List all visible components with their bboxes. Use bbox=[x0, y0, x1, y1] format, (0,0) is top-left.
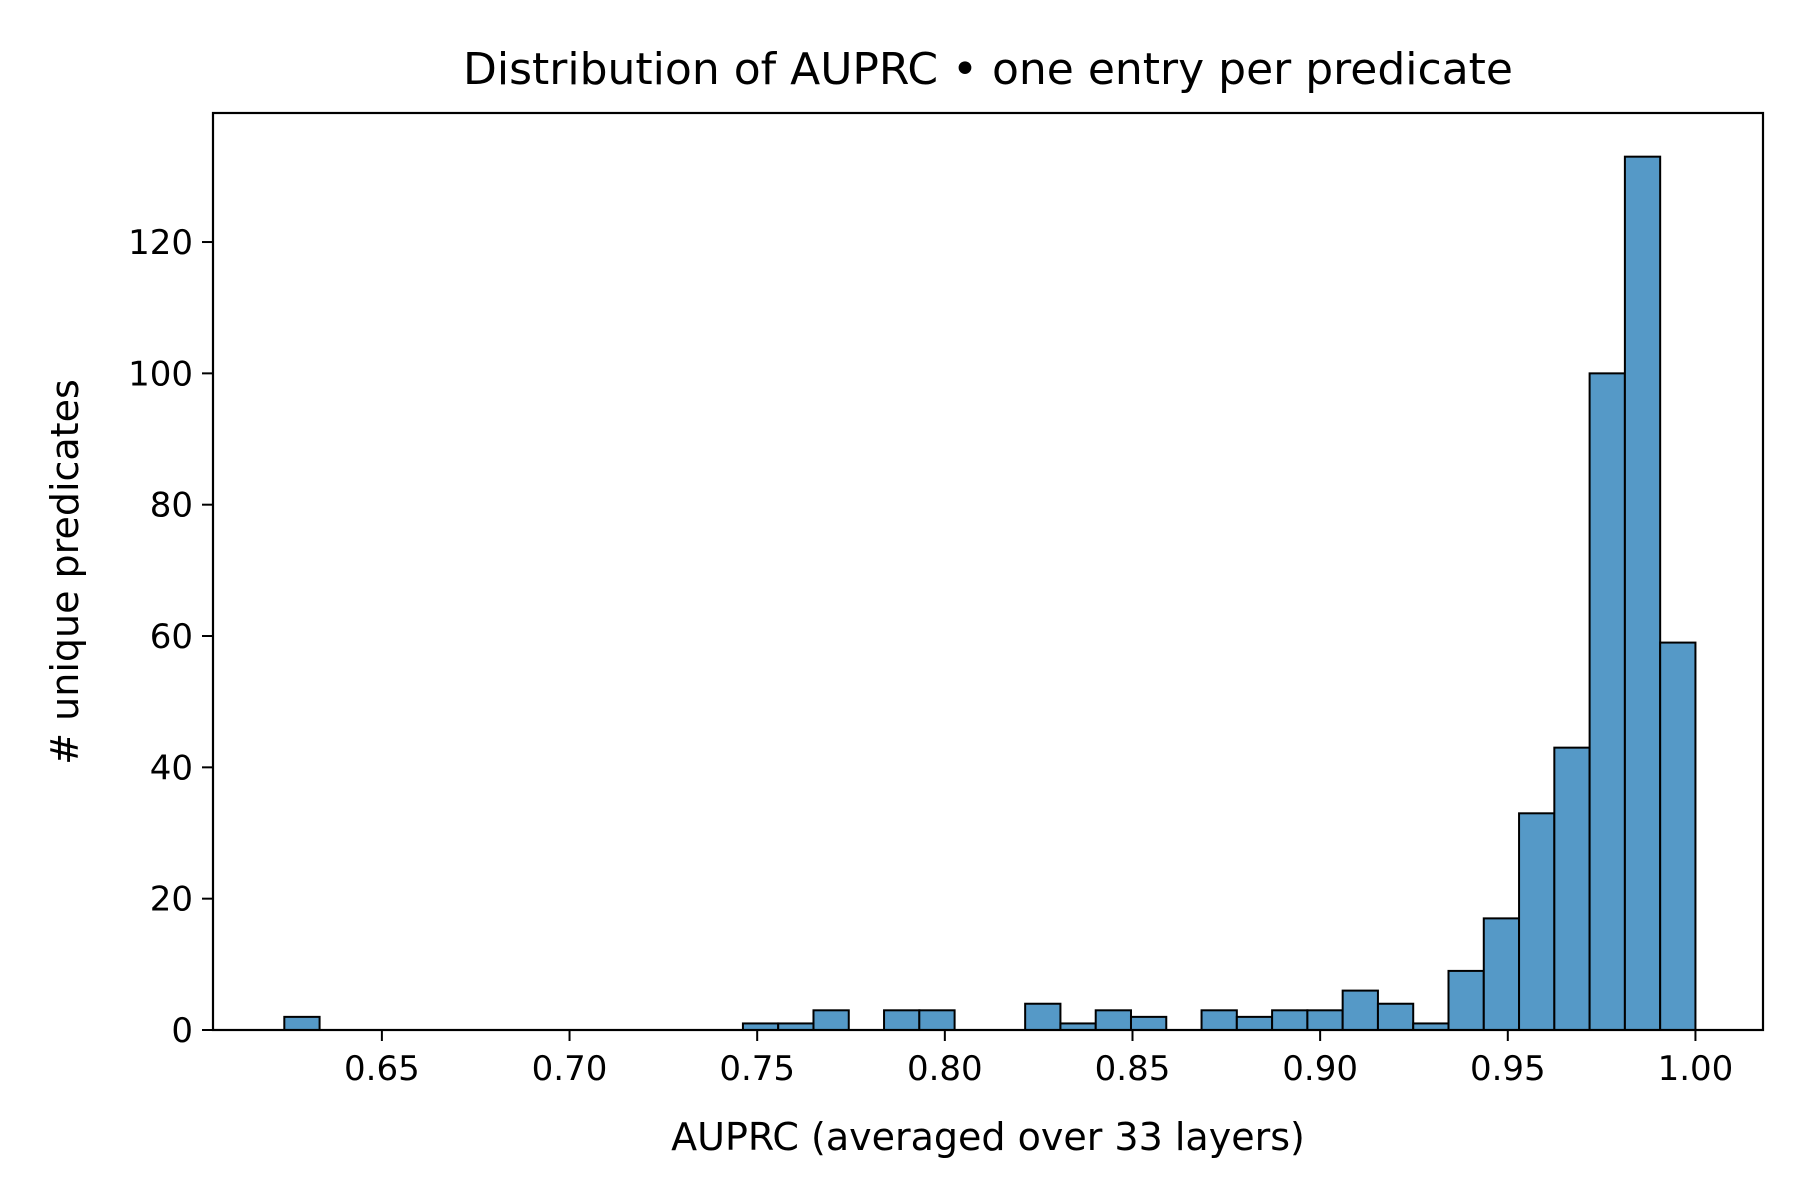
x-tick-label: 0.95 bbox=[1470, 1049, 1546, 1089]
y-tick-label: 100 bbox=[128, 354, 193, 394]
y-tick-label: 0 bbox=[171, 1011, 193, 1051]
x-tick-label: 0.65 bbox=[344, 1049, 420, 1089]
histogram-bar bbox=[1341, 989, 1379, 1031]
x-axis-ticks: 0.65 0.70 0.75 0.80 0.85 0.90 0.95 1.00 bbox=[344, 1030, 1733, 1089]
histogram-bar bbox=[1271, 1009, 1309, 1032]
y-axis-ticks: 0 20 40 60 80 100 120 bbox=[128, 223, 213, 1051]
histogram-bar bbox=[1200, 1009, 1238, 1032]
histogram-bar bbox=[1376, 1002, 1415, 1031]
y-tick-label: 80 bbox=[150, 486, 193, 526]
histogram-bar bbox=[1518, 812, 1556, 1032]
histogram-bar bbox=[1623, 155, 1662, 1031]
histogram-bar bbox=[1659, 641, 1697, 1032]
histogram-bar bbox=[812, 1009, 850, 1032]
x-axis-label: AUPRC (averaged over 33 layers) bbox=[671, 1115, 1305, 1159]
histogram-bar bbox=[1024, 1002, 1062, 1031]
plot-area-frame bbox=[211, 111, 1765, 1032]
y-tick-label: 20 bbox=[150, 880, 193, 920]
y-tick-label: 60 bbox=[150, 617, 193, 657]
y-tick-label: 120 bbox=[128, 223, 193, 263]
histogram-bar bbox=[1553, 746, 1591, 1031]
histogram-bar bbox=[1129, 1015, 1168, 1032]
x-tick-label: 0.85 bbox=[1095, 1049, 1171, 1089]
histogram-bar bbox=[918, 1009, 956, 1032]
x-tick-label: 0.80 bbox=[907, 1049, 983, 1089]
y-tick-label: 40 bbox=[150, 748, 193, 788]
histogram-bar bbox=[1447, 969, 1485, 1032]
histogram-bar bbox=[1588, 372, 1626, 1031]
histogram-bar bbox=[883, 1009, 921, 1032]
histogram-bar bbox=[283, 1015, 321, 1032]
histogram-bar bbox=[1094, 1009, 1132, 1032]
histogram-bar bbox=[1235, 1015, 1274, 1032]
x-tick-label: 0.75 bbox=[719, 1049, 795, 1089]
histogram-bar bbox=[1482, 917, 1521, 1031]
y-axis-label: # unique predicates bbox=[43, 379, 87, 765]
x-tick-label: 0.70 bbox=[532, 1049, 608, 1089]
chart-title: Distribution of AUPRC • one entry per pr… bbox=[463, 44, 1513, 95]
histogram-bars bbox=[283, 155, 1697, 1032]
x-tick-label: 1.00 bbox=[1658, 1049, 1734, 1089]
histogram-bar bbox=[1306, 1009, 1344, 1032]
x-tick-label: 0.90 bbox=[1282, 1049, 1358, 1089]
